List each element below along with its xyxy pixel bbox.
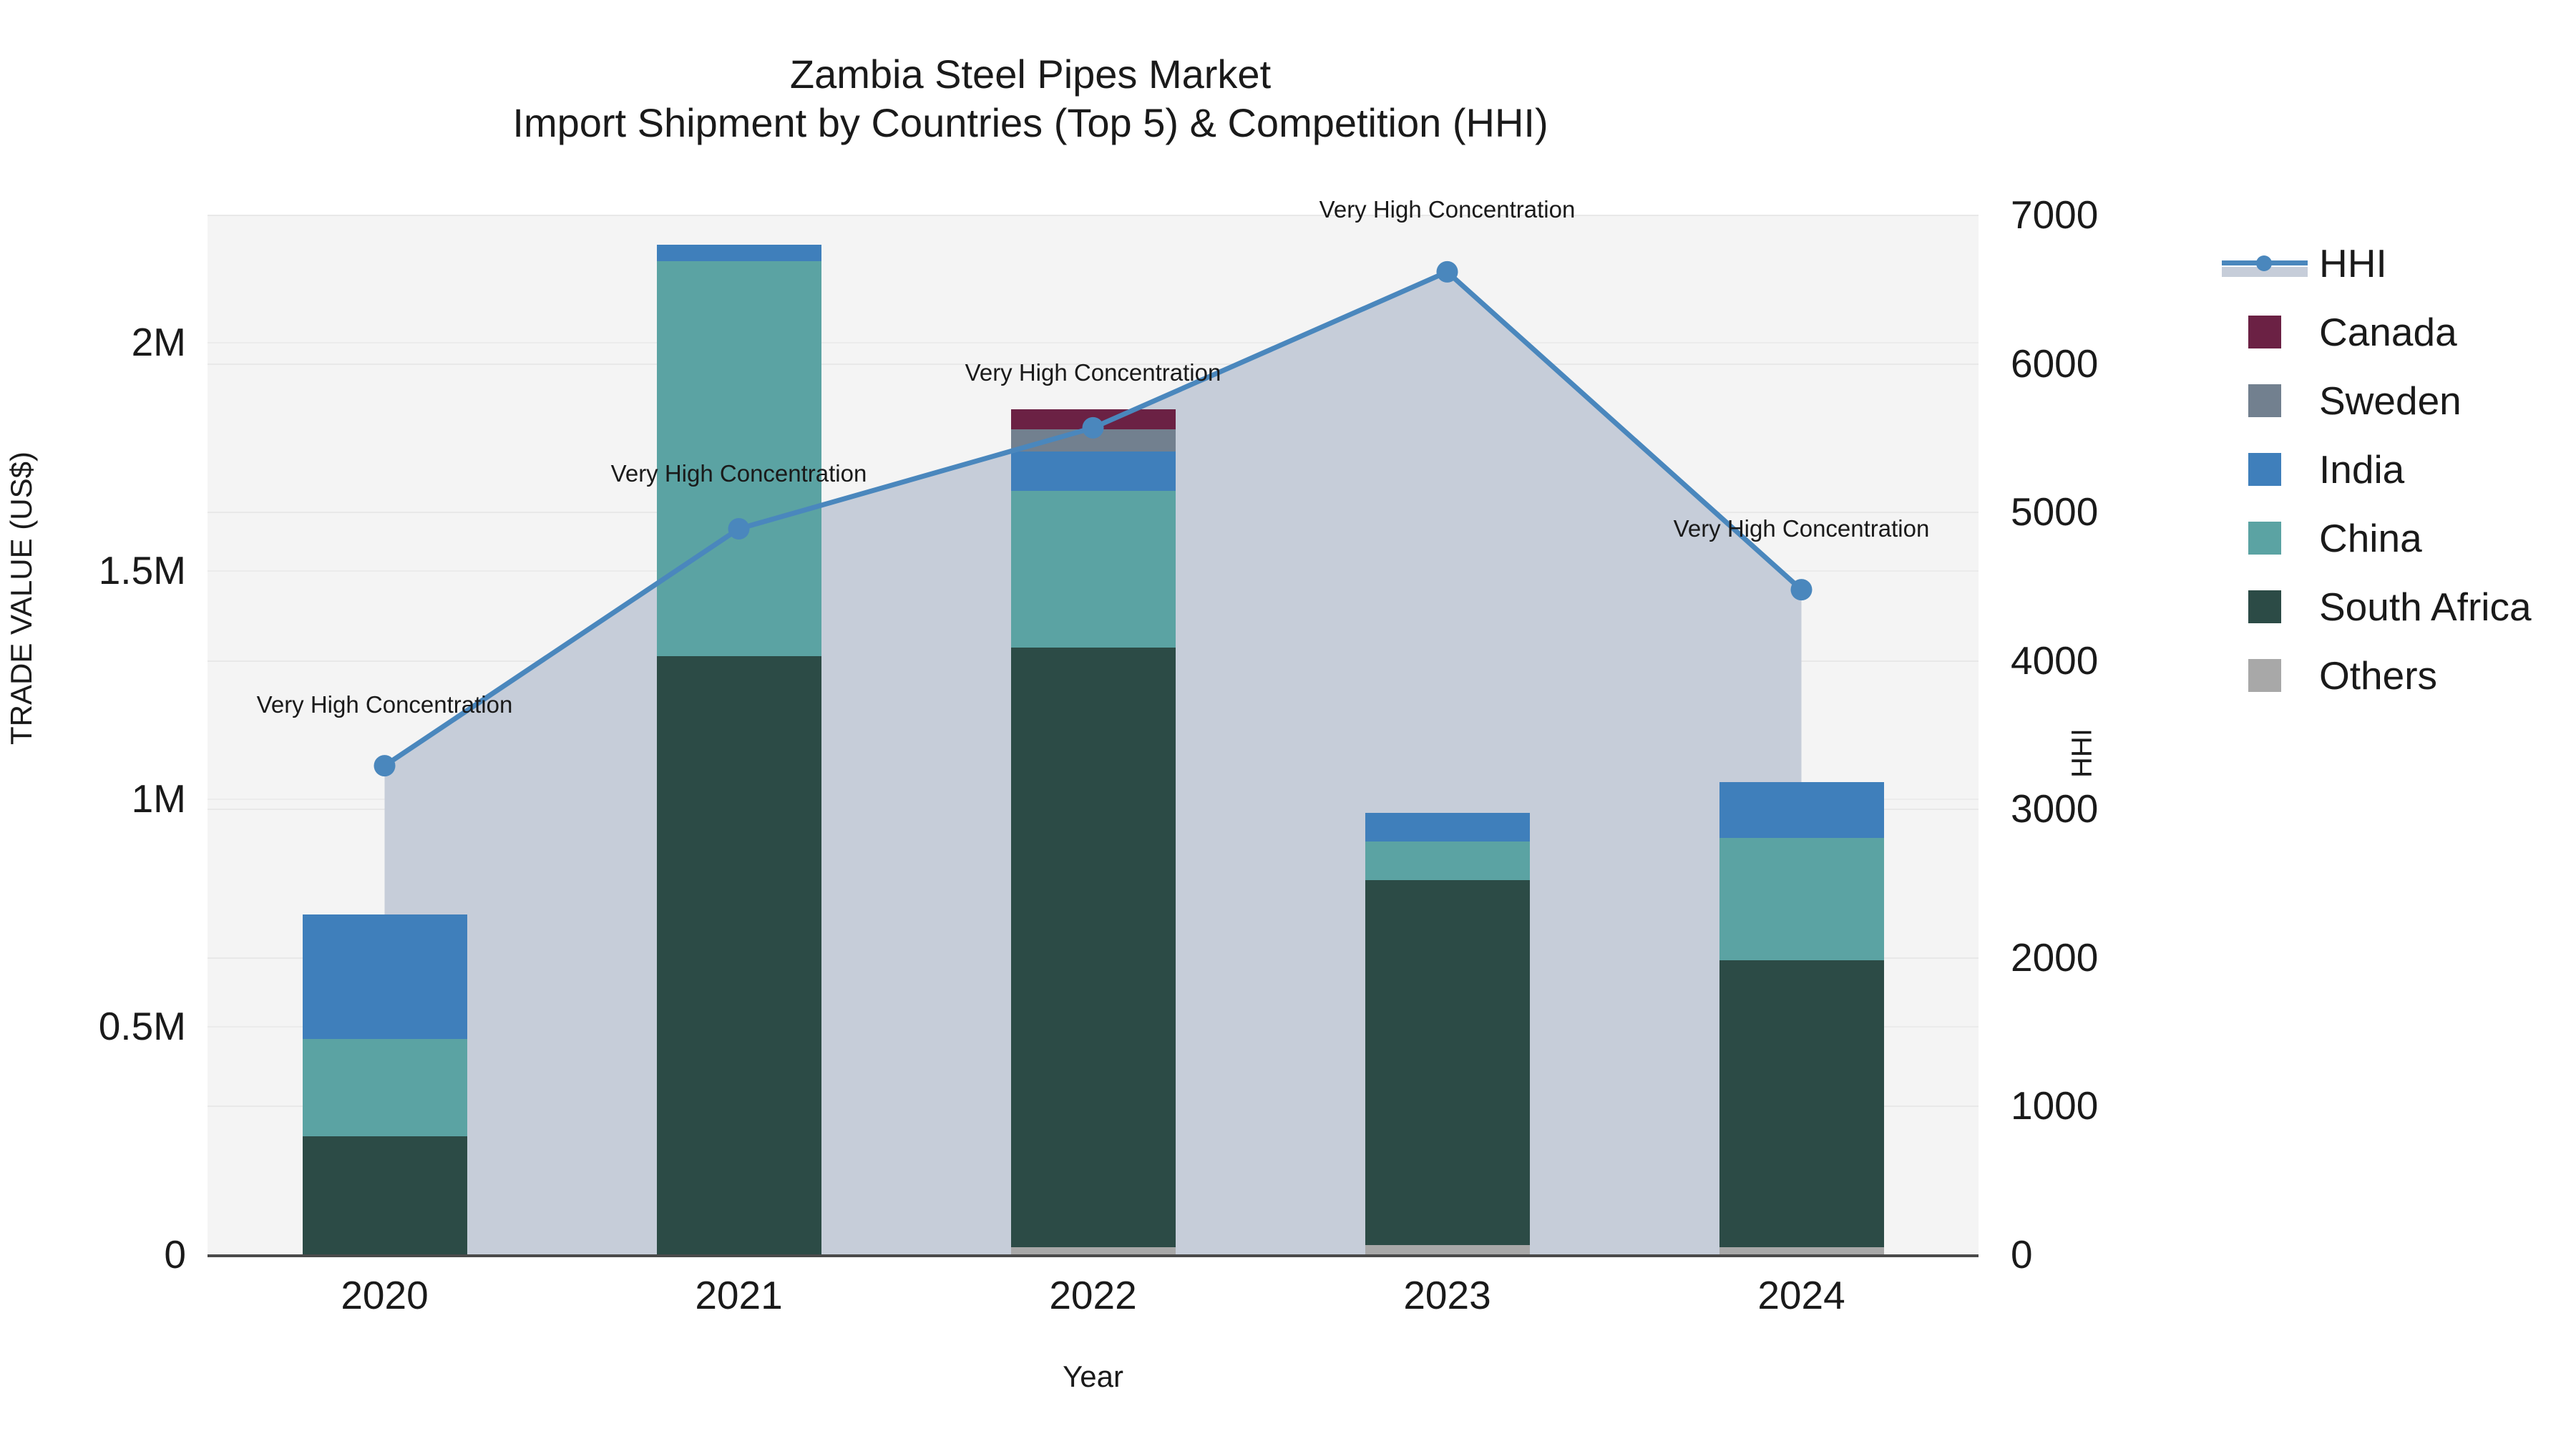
bar-stack-2020[interactable] [302, 914, 467, 1254]
legend-key-canada [2222, 316, 2308, 348]
x-tick-2022: 2022 [1049, 1273, 1137, 1317]
legend-label-others: Others [2319, 653, 2438, 698]
legend-item-canada[interactable]: Canada [2222, 298, 2532, 366]
y-axis-left-label: TRADE VALUE (US$) [4, 452, 38, 745]
annotation-2021: Very High Concentration [610, 460, 867, 487]
hhi-polyline [383, 268, 1803, 768]
legend-label-china: China [2319, 516, 2422, 560]
legend-label-sweden: Sweden [2319, 379, 2462, 423]
hhi-data-points [374, 260, 1813, 777]
y-tick-right-7: 7000 [2011, 192, 2099, 237]
y-tick-left-4: 2M [131, 320, 186, 365]
line-marker-icon [2222, 247, 2308, 280]
annotation-2024: Very High Concentration [1673, 515, 1930, 542]
annotation-2020: Very High Concentration [256, 691, 513, 718]
color-swatch-icon [2248, 453, 2281, 486]
y-tick-left-3: 1.5M [98, 548, 186, 593]
legend-key-india [2222, 453, 2308, 486]
bar-segment-2022-south-africa[interactable] [1010, 647, 1176, 1248]
y-tick-left-1: 0.5M [98, 1004, 186, 1049]
bar-segment-2020-south-africa[interactable] [302, 1136, 467, 1254]
legend-label-india: India [2319, 447, 2405, 492]
title-block: Zambia Steel Pipes Market Import Shipmen… [0, 50, 2061, 148]
hhi-point-2024[interactable] [1790, 579, 1813, 601]
bar-segment-2023-south-africa[interactable] [1365, 880, 1530, 1246]
legend-key-sweden [2222, 384, 2308, 417]
bar-segment-2021-south-africa[interactable] [656, 655, 821, 1254]
gridline-left-4 [208, 342, 1979, 344]
annotation-2022: Very High Concentration [965, 358, 1221, 386]
bar-segment-2023-others[interactable] [1365, 1245, 1530, 1254]
legend-item-south-africa[interactable]: South Africa [2222, 572, 2532, 641]
bar-segment-2020-india[interactable] [302, 914, 467, 1039]
gridline-right-7 [208, 215, 1979, 216]
hhi-point-2023[interactable] [1436, 260, 1458, 283]
x-tick-2021: 2021 [695, 1273, 783, 1317]
bar-segment-2021-india[interactable] [656, 245, 821, 262]
y-tick-right-5: 5000 [2011, 489, 2099, 535]
bar-segment-2024-india[interactable] [1719, 782, 1884, 839]
y-tick-right-0: 0 [2011, 1232, 2033, 1277]
legend-key-china [2222, 522, 2308, 555]
bar-segment-2024-others[interactable] [1719, 1247, 1884, 1254]
x-tick-2020: 2020 [341, 1273, 429, 1317]
bar-segment-2021-china[interactable] [656, 261, 821, 656]
legend-item-others[interactable]: Others [2222, 641, 2532, 710]
y-tick-right-3: 3000 [2011, 786, 2099, 831]
bar-segment-2023-china[interactable] [1365, 841, 1530, 881]
bar-segment-2024-china[interactable] [1719, 838, 1884, 960]
color-swatch-icon [2248, 522, 2281, 555]
bar-segment-2023-india[interactable] [1365, 813, 1530, 841]
legend-label-canada: Canada [2319, 310, 2457, 354]
bar-segment-2020-china[interactable] [302, 1038, 467, 1136]
bar-segment-2022-china[interactable] [1010, 490, 1176, 648]
y-tick-left-0: 0 [164, 1232, 186, 1277]
gridline-right-6 [208, 363, 1979, 365]
color-swatch-icon [2248, 590, 2281, 623]
legend-item-sweden[interactable]: Sweden [2222, 366, 2532, 435]
x-axis-line [208, 1254, 1979, 1257]
annotation-2023: Very High Concentration [1319, 195, 1576, 223]
color-swatch-icon [2248, 316, 2281, 348]
y-tick-right-4: 4000 [2011, 638, 2099, 683]
chart-subtitle: Import Shipment by Countries (Top 5) & C… [512, 100, 1548, 146]
x-axis-label: Year [1063, 1360, 1123, 1393]
bar-stack-2021[interactable] [656, 245, 821, 1254]
y-tick-right-1: 1000 [2011, 1083, 2099, 1128]
bar-stack-2023[interactable] [1365, 813, 1530, 1254]
hhi-line-series [374, 260, 1813, 777]
x-tick-2024: 2024 [1757, 1273, 1845, 1317]
legend-label-south-africa: South Africa [2319, 585, 2532, 629]
bar-segment-2024-south-africa[interactable] [1719, 960, 1884, 1248]
legend-item-hhi[interactable]: HHI [2222, 229, 2532, 298]
legend-item-china[interactable]: China [2222, 504, 2532, 572]
legend-item-india[interactable]: India [2222, 435, 2532, 504]
legend-label-hhi: HHI [2319, 241, 2387, 286]
y-tick-right-6: 6000 [2011, 341, 2099, 386]
color-swatch-icon [2248, 659, 2281, 692]
y-axis-right-label: HHI [2066, 728, 2098, 778]
bar-stack-2024[interactable] [1719, 782, 1884, 1254]
plot-area [208, 215, 1979, 1254]
x-tick-2023: 2023 [1403, 1273, 1491, 1317]
chart-title: Zambia Steel Pipes Market [789, 52, 1272, 97]
color-swatch-icon [2248, 384, 2281, 417]
hhi-point-2022[interactable] [1082, 416, 1104, 439]
bar-segment-2022-others[interactable] [1010, 1247, 1176, 1254]
y-tick-right-2: 2000 [2011, 935, 2099, 980]
hhi-point-2020[interactable] [374, 755, 396, 777]
legend-key-others [2222, 659, 2308, 692]
y-tick-left-2: 1M [131, 776, 186, 821]
plot-clip [208, 215, 1979, 1254]
legend-key-hhi [2222, 247, 2308, 280]
bar-segment-2022-india[interactable] [1010, 451, 1176, 491]
hhi-point-2021[interactable] [728, 518, 750, 540]
legend-key-south-africa [2222, 590, 2308, 623]
legend: HHI Canada Sweden India China South Africa Oth… [2222, 229, 2532, 710]
